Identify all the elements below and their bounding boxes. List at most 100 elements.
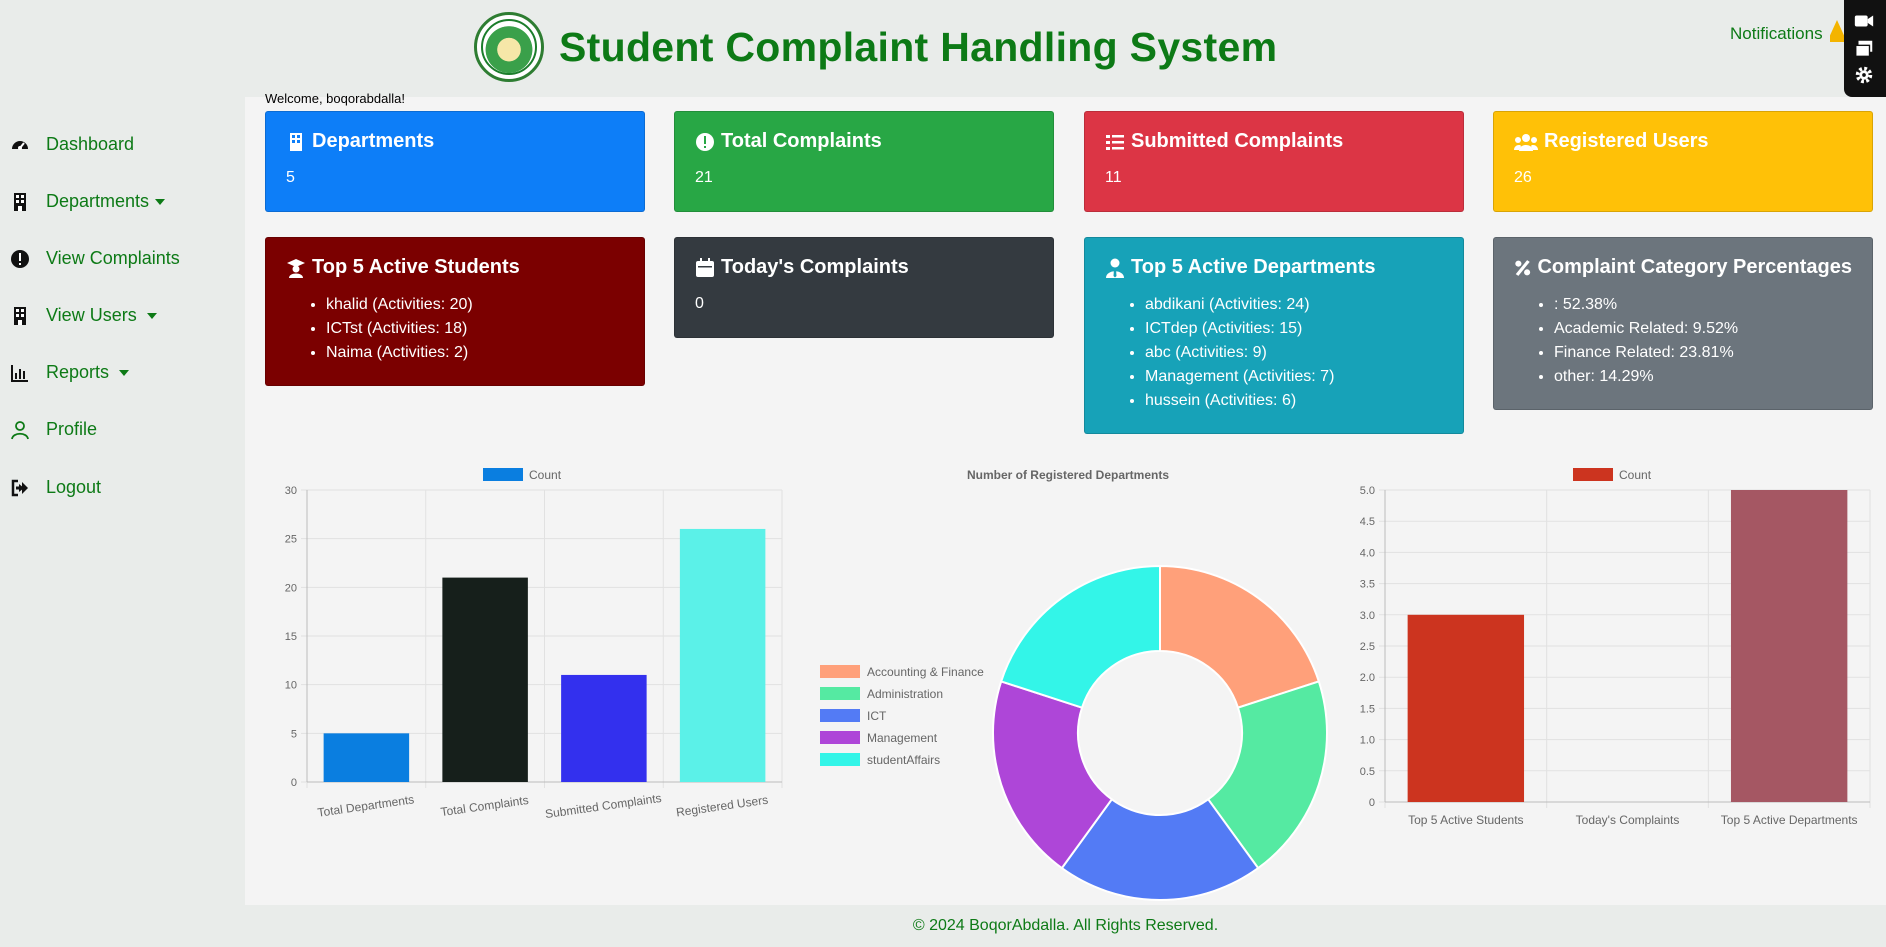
card-submitted-complaints[interactable]: Submitted Complaints 11 [1084, 111, 1464, 212]
card-todays-complaints[interactable]: Today's Complaints 0 [674, 237, 1054, 338]
person-icon [11, 420, 29, 439]
y-tick-label: 30 [285, 485, 297, 497]
legend-label: ICT [867, 709, 887, 723]
windows-icon[interactable] [1853, 38, 1875, 60]
caret-down-icon [146, 313, 157, 320]
card-registered-users[interactable]: Registered Users 26 [1493, 111, 1873, 212]
doughnut-slice [1060, 797, 1260, 901]
bar [679, 528, 766, 782]
category-list: : 52.38% Academic Related: 9.52% Finance… [1514, 293, 1852, 389]
side-toolbar [1844, 0, 1886, 97]
list-item: abdikani (Activities: 24) [1145, 293, 1443, 317]
sidebar-item-label: Dashboard [46, 134, 135, 154]
sidebar-item-label: View Complaints [46, 248, 180, 268]
legend-label: Count [1619, 468, 1652, 482]
video-icon[interactable] [1853, 10, 1875, 32]
gauge-icon [12, 140, 28, 150]
x-tick-label: Today's Complaints [1576, 813, 1680, 827]
card-total-complaints[interactable]: Total Complaints 21 [674, 111, 1054, 212]
doughnut-slice [1206, 680, 1328, 870]
caret-down-icon [155, 199, 166, 206]
x-tick-label: Total Complaints [440, 793, 530, 819]
card-title: Registered Users [1544, 130, 1709, 152]
list-item: khalid (Activities: 20) [326, 293, 624, 317]
card-category-percentages[interactable]: Complaint Category Percentages : 52.38% … [1493, 237, 1873, 410]
y-tick-label: 5 [291, 728, 297, 740]
building-icon [290, 132, 302, 151]
sidebar-item-label: Departments [46, 191, 150, 211]
card-title: Today's Complaints [721, 256, 909, 278]
x-tick-label: Submitted Complaints [544, 791, 662, 821]
footer: © 2024 BoqorAbdalla. All Rights Reserved… [245, 905, 1886, 947]
list-item: hussein (Activities: 6) [1145, 389, 1443, 413]
card-value: 0 [695, 295, 704, 312]
sidebar-item-logout[interactable]: Logout [10, 477, 101, 498]
list-item: Academic Related: 9.52% [1554, 317, 1852, 341]
overview-bar-chart: Count 0 5 10 15 20 25 30 Total Departments Total … [285, 468, 783, 821]
card-value: 21 [695, 169, 713, 186]
list-item: ICTdep (Activities: 15) [1145, 317, 1443, 341]
card-value: 11 [1105, 169, 1122, 186]
top-departments-list: abdikani (Activities: 24) ICTdep (Activi… [1105, 293, 1443, 413]
sidebar: Dashboard Departments View Complaints Vi… [0, 97, 245, 905]
calendar-icon [696, 257, 714, 277]
x-tick-label: Total Departments [317, 792, 415, 819]
y-tick-label: 0 [291, 777, 297, 789]
app-title: Student Complaint Handling System [559, 24, 1278, 70]
card-value: 26 [1514, 169, 1532, 186]
sidebar-item-departments[interactable]: Departments [10, 191, 166, 212]
bar [1407, 614, 1525, 802]
x-tick-label: Top 5 Active Departments [1721, 813, 1858, 827]
sidebar-item-label: View Users [46, 305, 137, 325]
card-value: 5 [286, 169, 295, 186]
card-title: Total Complaints [721, 130, 882, 152]
sidebar-item-view-users[interactable]: View Users [10, 305, 157, 326]
sidebar-item-dashboard[interactable]: Dashboard [10, 134, 134, 155]
sidebar-item-reports[interactable]: Reports [10, 362, 130, 383]
exclamation-circle-icon [11, 249, 29, 268]
card-top-departments[interactable]: Top 5 Active Departments abdikani (Activ… [1084, 237, 1464, 434]
x-tick-label: Registered Users [675, 793, 769, 820]
doughnut-slice [1159, 564, 1321, 709]
bar [1730, 490, 1848, 802]
card-title: Submitted Complaints [1131, 130, 1344, 152]
y-tick-label: 25 [285, 534, 297, 546]
sidebar-item-label: Logout [46, 477, 102, 497]
y-tick-label: 0 [1369, 797, 1375, 809]
list-item: other: 14.29% [1554, 365, 1852, 389]
legend-swatch [820, 665, 860, 678]
y-tick-label: 1.5 [1360, 703, 1375, 715]
y-tick-label: 5.0 [1360, 485, 1375, 497]
bell-icon[interactable] [1830, 20, 1844, 42]
card-top-students[interactable]: Top 5 Active Students khalid (Activities… [265, 237, 645, 386]
card-departments[interactable]: Departments 5 [265, 111, 645, 212]
graduate-icon [287, 258, 305, 278]
y-tick-label: 3.5 [1360, 579, 1375, 591]
header: Student Complaint Handling System Notifi… [0, 0, 1886, 97]
bar [561, 674, 647, 782]
y-tick-label: 2.5 [1360, 641, 1375, 653]
sidebar-item-label: Profile [46, 419, 98, 439]
building-icon [14, 306, 26, 325]
user-tie-icon [1106, 258, 1124, 278]
users-icon [1514, 133, 1538, 151]
doughnut-slice [992, 680, 1114, 870]
list-item: Naima (Activities: 2) [326, 341, 624, 365]
notifications-link[interactable]: Notifications [1730, 24, 1823, 43]
card-title: Top 5 Active Departments [1131, 256, 1376, 278]
bar-chart-icon [11, 364, 28, 382]
legend-swatch [1573, 468, 1613, 481]
building-icon [14, 192, 26, 211]
gear-icon[interactable] [1853, 64, 1875, 86]
list-item: : 52.38% [1554, 293, 1852, 317]
legend-swatch [483, 468, 523, 481]
y-tick-label: 4.5 [1360, 516, 1375, 528]
list-item: ICTst (Activities: 18) [326, 317, 624, 341]
sidebar-item-profile[interactable]: Profile [10, 419, 97, 440]
legend-label: Count [529, 468, 562, 482]
legend-label: Administration [867, 687, 943, 701]
activity-bar-chart: Count 0 0.5 1.0 1.5 2.0 2.5 3.0 3.5 4.0 4.5 5.0 Top … [1360, 468, 1871, 827]
sidebar-item-view-complaints[interactable]: View Complaints [10, 248, 180, 269]
card-title: Departments [312, 130, 435, 152]
list-item: abc (Activities: 9) [1145, 341, 1443, 365]
